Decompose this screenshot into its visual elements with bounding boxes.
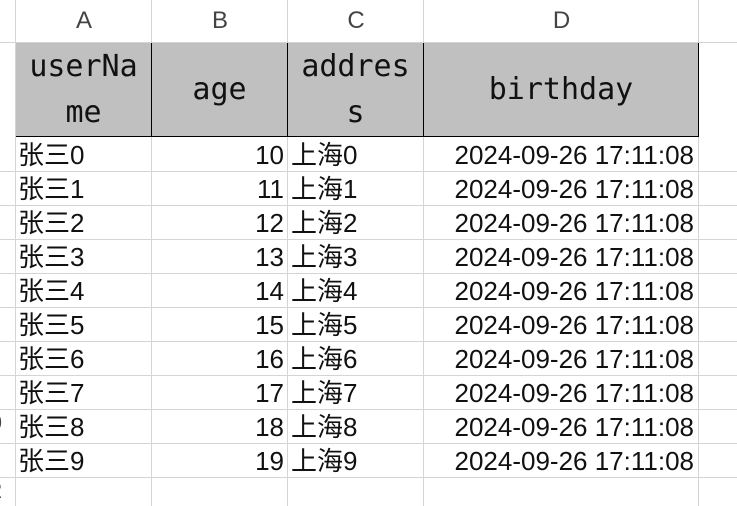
cell-username[interactable]: 张三2 bbox=[18, 208, 85, 238]
gridline bbox=[698, 0, 699, 506]
cell-birthday[interactable]: 2024-09-26 17:11:08 bbox=[454, 310, 695, 340]
gridline bbox=[0, 42, 737, 43]
gridline bbox=[0, 273, 737, 274]
cell-username[interactable]: 张三0 bbox=[18, 140, 85, 170]
cell-address[interactable]: 上海4 bbox=[291, 276, 358, 306]
cell-address[interactable]: 上海7 bbox=[291, 378, 358, 408]
header-birthday-text: birthday bbox=[488, 71, 634, 107]
cell-birthday[interactable]: 2024-09-26 17:11:08 bbox=[454, 412, 695, 442]
column-header-c[interactable]: C bbox=[347, 7, 365, 34]
cell-username[interactable]: 张三5 bbox=[18, 310, 85, 340]
cell-birthday[interactable]: 2024-09-26 17:11:08 bbox=[454, 242, 695, 272]
cell-address[interactable]: 上海9 bbox=[291, 446, 358, 476]
gridline bbox=[151, 0, 152, 506]
column-header-a[interactable]: A bbox=[75, 7, 92, 34]
gridline bbox=[0, 341, 737, 342]
header-cell-username[interactable]: userName bbox=[16, 43, 152, 137]
cell-age[interactable]: 18 bbox=[255, 412, 284, 442]
cell-birthday[interactable]: 2024-09-26 17:11:08 bbox=[454, 276, 695, 306]
gridline bbox=[0, 171, 737, 172]
cell-address[interactable]: 上海8 bbox=[291, 412, 358, 442]
cell-age[interactable]: 11 bbox=[257, 174, 284, 204]
cell-address[interactable]: 上海2 bbox=[291, 208, 358, 238]
cell-birthday[interactable]: 2024-09-26 17:11:08 bbox=[454, 208, 695, 238]
cell-username[interactable]: 张三9 bbox=[18, 446, 85, 476]
cell-username[interactable]: 张三6 bbox=[18, 344, 85, 374]
gridline bbox=[0, 409, 737, 410]
cell-age[interactable]: 10 bbox=[255, 140, 284, 170]
gridline bbox=[423, 0, 424, 506]
cell-username[interactable]: 张三4 bbox=[18, 276, 85, 306]
gridline bbox=[0, 205, 737, 206]
column-header-b[interactable]: B bbox=[211, 7, 228, 34]
header-cell-address[interactable]: address bbox=[288, 43, 424, 137]
cell-age[interactable]: 16 bbox=[255, 344, 284, 374]
cell-username[interactable]: 张三3 bbox=[18, 242, 85, 272]
header-age-text: age bbox=[192, 71, 247, 107]
cell-birthday[interactable]: 2024-09-26 17:11:08 bbox=[454, 344, 695, 374]
cell-username[interactable]: 张三7 bbox=[18, 378, 85, 408]
cell-username[interactable]: 张三1 bbox=[18, 174, 85, 204]
cell-username[interactable]: 张三8 bbox=[18, 412, 85, 442]
column-header-d[interactable]: D bbox=[552, 7, 571, 34]
gridline bbox=[0, 443, 737, 444]
cell-birthday[interactable]: 2024-09-26 17:11:08 bbox=[454, 174, 695, 204]
gridline bbox=[0, 477, 737, 478]
gridline bbox=[0, 307, 737, 308]
gridline bbox=[0, 239, 737, 240]
cell-address[interactable]: 上海3 bbox=[291, 242, 358, 272]
header-username-text: userName bbox=[29, 48, 138, 130]
cell-age[interactable]: 15 bbox=[255, 310, 284, 340]
cell-birthday[interactable]: 2024-09-26 17:11:08 bbox=[454, 378, 695, 408]
gridline bbox=[15, 0, 16, 506]
cell-address[interactable]: 上海0 bbox=[291, 140, 358, 170]
header-cell-birthday[interactable]: birthday bbox=[424, 43, 699, 137]
cell-address[interactable]: 上海6 bbox=[291, 344, 358, 374]
cell-birthday[interactable]: 2024-09-26 17:11:08 bbox=[454, 140, 695, 170]
cell-age[interactable]: 13 bbox=[255, 242, 284, 272]
gridline bbox=[287, 0, 288, 506]
cell-address[interactable]: 上海1 bbox=[291, 174, 358, 204]
column-header-row: A B C D bbox=[0, 0, 737, 42]
cell-birthday[interactable]: 2024-09-26 17:11:08 bbox=[454, 446, 695, 476]
row-number[interactable]: 2 bbox=[0, 478, 2, 504]
header-address-text: address bbox=[301, 48, 410, 130]
cell-age[interactable]: 17 bbox=[255, 378, 284, 408]
header-cell-age[interactable]: age bbox=[152, 43, 288, 137]
gridline bbox=[0, 375, 737, 376]
cell-age[interactable]: 19 bbox=[255, 446, 284, 476]
cell-age[interactable]: 14 bbox=[255, 276, 284, 306]
cell-address[interactable]: 上海5 bbox=[291, 310, 358, 340]
row-number[interactable]: 0 bbox=[0, 410, 2, 436]
cell-age[interactable]: 12 bbox=[255, 208, 284, 238]
